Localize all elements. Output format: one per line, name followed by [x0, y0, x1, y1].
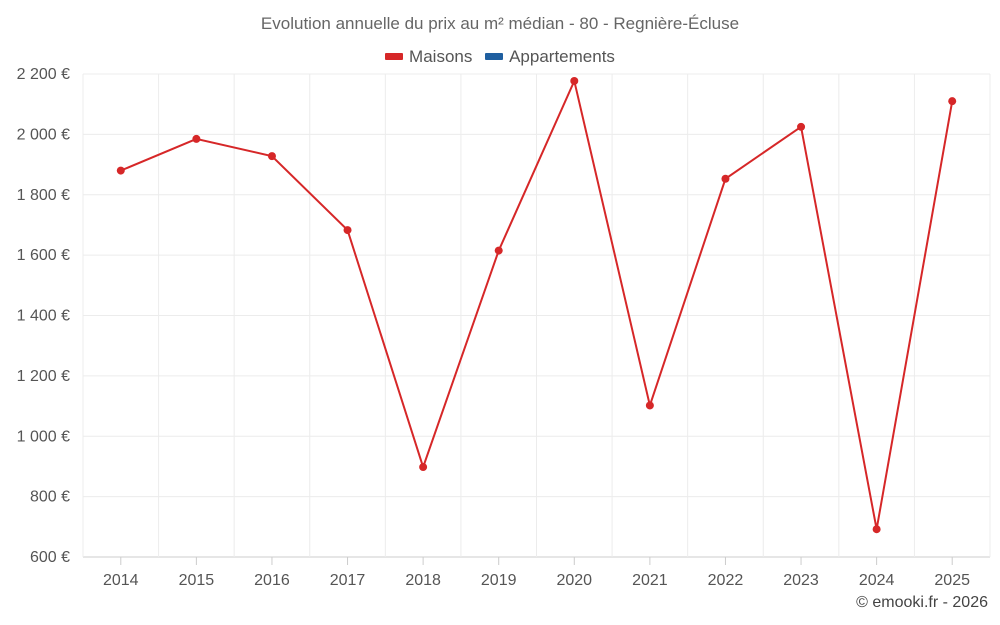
data-point	[343, 226, 352, 235]
x-tick-label: 2024	[859, 572, 895, 589]
data-point	[872, 525, 881, 534]
x-tick-label: 2014	[103, 572, 139, 589]
y-tick-label: 2 000 €	[17, 126, 70, 143]
y-tick-label: 800 €	[30, 489, 70, 506]
data-point	[948, 97, 957, 106]
x-tick-label: 2021	[632, 572, 668, 589]
data-point	[570, 76, 579, 85]
data-point	[419, 463, 428, 472]
data-point	[797, 122, 806, 131]
series-line-maisons	[120, 77, 954, 530]
legend-item-appartements[interactable]: Appartements	[485, 47, 615, 67]
data-point	[192, 134, 201, 143]
legend-label-appartements: Appartements	[509, 46, 615, 66]
data-point	[116, 166, 125, 175]
legend-item-maisons[interactable]: Maisons	[385, 47, 472, 67]
data-point	[645, 401, 654, 410]
chart-title: Evolution annuelle du prix au m² médian …	[260, 14, 740, 33]
x-tick-label: 2015	[179, 572, 215, 589]
y-tick-label: 600 €	[30, 549, 70, 566]
y-tick-label: 1 600 €	[17, 247, 70, 264]
legend-label-maisons: Maisons	[409, 46, 473, 66]
data-point	[494, 246, 503, 255]
y-tick-label: 1 400 €	[17, 308, 70, 325]
legend-swatch-appartements	[485, 53, 504, 60]
legend: Maisons Appartements	[0, 45, 1000, 67]
x-tick-label: 2020	[556, 572, 592, 589]
y-tick-label: 2 200 €	[17, 66, 70, 83]
data-point	[721, 174, 730, 183]
data-point	[267, 152, 276, 161]
y-tick-label: 1 000 €	[17, 428, 70, 445]
x-tick-label: 2022	[708, 572, 744, 589]
x-tick-label: 2023	[783, 572, 819, 589]
credit-text: © emooki.fr - 2026	[856, 594, 988, 611]
x-tick-label: 2016	[254, 572, 290, 589]
x-tick-label: 2018	[405, 572, 441, 589]
x-tick-label: 2017	[330, 572, 366, 589]
x-tick-label: 2019	[481, 572, 517, 589]
x-tick-label: 2025	[934, 572, 970, 589]
legend-swatch-maisons	[385, 53, 404, 60]
y-tick-label: 1 200 €	[17, 368, 70, 385]
y-tick-label: 1 800 €	[17, 187, 70, 204]
